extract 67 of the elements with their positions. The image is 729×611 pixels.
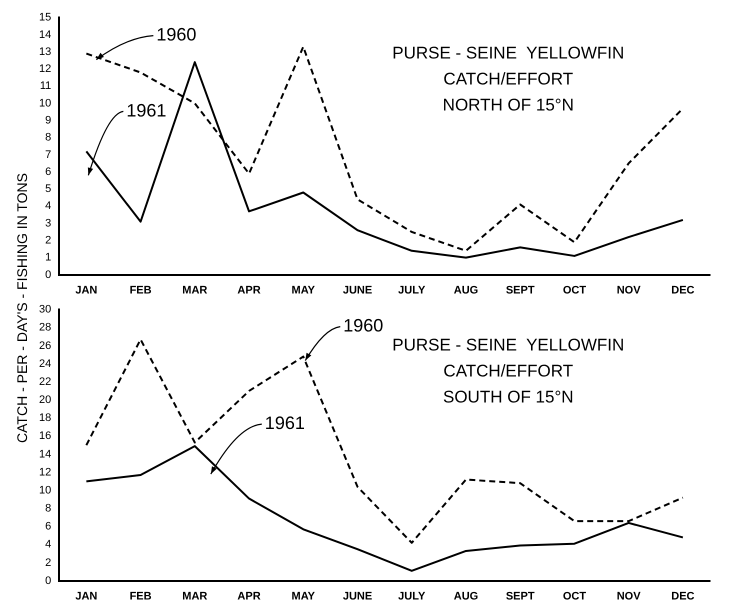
- y-tick-label: 14: [38, 28, 52, 41]
- x-tick-label: NOV: [616, 284, 642, 296]
- y-tick-label: 18: [38, 412, 52, 424]
- y-tick-label: 10: [38, 484, 52, 496]
- series-label: 1961: [126, 100, 166, 120]
- y-tick-label: 9: [45, 114, 52, 127]
- y-tick-label: 12: [38, 466, 52, 478]
- text: 1961: [264, 413, 305, 434]
- y-tick-label: 6: [45, 166, 52, 178]
- y-tick-label: 0: [45, 574, 52, 587]
- x-tick-label: SEPT: [506, 590, 535, 602]
- y-tick-label: 20: [38, 394, 52, 406]
- x-tick-label: JAN: [75, 284, 98, 296]
- x-tick-label: APR: [237, 284, 261, 296]
- y-tick-label: 1: [45, 252, 52, 264]
- y-axis-title: CATCH - PER - DAY'S - FISHING IN TONS: [14, 173, 30, 443]
- y-tick-label: 0: [45, 268, 52, 281]
- y-tick-label: 7: [45, 148, 52, 161]
- y-tick-label: 28: [38, 322, 52, 334]
- x-tick-label: OCT: [562, 284, 586, 296]
- y-tick-label: 4: [45, 538, 52, 551]
- y-tick-label: 2: [45, 556, 52, 569]
- text: PURSE - SEINE YELLOWFIN: [392, 43, 624, 62]
- y-tick-label: 26: [38, 340, 52, 352]
- y-tick-label: 8: [45, 502, 52, 515]
- x-tick-label: MAY: [292, 284, 316, 296]
- x-tick-label: DEC: [671, 284, 695, 296]
- x-tick-label: FEB: [130, 284, 152, 296]
- x-tick-label: JULY: [398, 284, 426, 296]
- x-tick-label: JULY: [398, 590, 426, 602]
- y-tick-label: 10: [38, 97, 52, 110]
- x-tick-label: SEPT: [506, 284, 535, 296]
- x-tick-label: MAY: [292, 590, 316, 602]
- y-tick-label: 15: [38, 12, 52, 24]
- text: CATCH/EFFORT: [443, 361, 574, 380]
- y-tick-label: 4: [45, 200, 52, 212]
- y-tick-label: 16: [38, 430, 52, 442]
- x-tick-label: JUNE: [342, 284, 372, 296]
- y-tick-label: 2: [45, 234, 52, 247]
- y-tick-label: 14: [38, 448, 52, 460]
- x-tick-label: AUG: [454, 590, 478, 602]
- y-tick-label: 24: [38, 358, 52, 370]
- x-tick-label: FEB: [130, 590, 152, 602]
- x-tick-label: AUG: [454, 284, 478, 296]
- x-tick-label: MAR: [182, 590, 208, 602]
- text: 1960: [343, 316, 384, 336]
- y-tick-label: 30: [38, 304, 52, 316]
- x-tick-label: MAR: [182, 284, 208, 296]
- series-label: 1960: [156, 24, 196, 45]
- y-tick-label: 6: [45, 520, 52, 533]
- x-tick-label: JAN: [75, 590, 98, 602]
- text: CATCH/EFFORT: [443, 69, 574, 88]
- y-tick-label: 12: [38, 63, 52, 76]
- annotation: NORTH OF 15°N: [442, 95, 574, 114]
- x-tick-label: OCT: [562, 590, 586, 602]
- y-tick-label: 22: [38, 376, 52, 388]
- annotation: SOUTH OF 15°N: [442, 387, 574, 406]
- y-tick-label: 8: [45, 132, 52, 144]
- x-tick-label: APR: [237, 590, 261, 602]
- x-tick-label: JUNE: [342, 590, 372, 602]
- text: PURSE - SEINE YELLOWFIN: [392, 335, 624, 354]
- y-tick-label: 13: [38, 46, 52, 58]
- y-tick-label: 3: [45, 217, 52, 230]
- y-tick-label: 5: [45, 183, 52, 196]
- y-tick-label: 11: [40, 80, 52, 92]
- x-tick-label: NOV: [616, 590, 642, 602]
- x-tick-label: DEC: [671, 590, 695, 602]
